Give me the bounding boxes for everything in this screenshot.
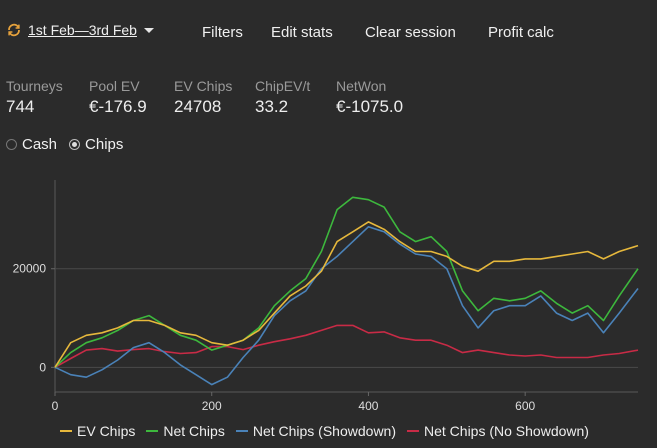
legend-label: Net Chips — [163, 423, 225, 439]
chart-legend: EV Chips Net Chips Net Chips (Showdown) … — [60, 423, 600, 439]
legend-label: EV Chips — [77, 423, 136, 439]
session-selector[interactable]: 1st Feb—3rd Feb — [6, 22, 154, 38]
legend-item[interactable]: EV Chips — [60, 423, 135, 439]
stat-ev-chips: EV Chips 24708 — [174, 78, 232, 118]
radio-circle[interactable] — [6, 139, 17, 150]
stat-value: 33.2 — [255, 97, 289, 116]
x-tick-label: 0 — [52, 399, 59, 413]
series-line — [54, 225, 639, 386]
sync-icon — [8, 23, 20, 37]
legend-swatch — [60, 430, 72, 432]
legend-label: Net Chips (No Showdown) — [424, 423, 589, 439]
series-line — [54, 221, 639, 368]
stat-pool-ev: Pool EV €-176.9 — [89, 78, 147, 118]
chevron-down-icon[interactable] — [143, 27, 154, 33]
stat-value: €-176.9 — [89, 97, 147, 116]
stat-label: NetWon — [336, 78, 387, 94]
edit-stats-button[interactable]: Edit stats — [271, 24, 333, 41]
series-line — [54, 196, 639, 368]
y-tick-label: 0 — [39, 360, 46, 374]
stat-value: 24708 — [174, 97, 222, 116]
legend-swatch — [146, 430, 159, 432]
filters-button[interactable]: Filters — [202, 24, 243, 41]
chip-graph: 0 20000 0 200 400 600 — [13, 180, 639, 413]
radio-label[interactable]: Cash — [22, 136, 58, 153]
clear-session-button[interactable]: Clear session — [365, 24, 456, 41]
radio-cash[interactable]: Cash — [6, 136, 57, 153]
legend-label: Net Chips (Showdown) — [252, 423, 396, 439]
stats-bar: Tourneys 744 Pool EV €-176.9 EV Chips 24… — [6, 78, 657, 118]
radio-chips[interactable]: Chips — [69, 136, 123, 153]
legend-item[interactable]: Net Chips (No Showdown) — [407, 423, 589, 439]
stat-chipev-per-t: ChipEV/t 33.2 — [255, 78, 310, 118]
radio-label[interactable]: Chips — [85, 136, 124, 153]
stat-netwon: NetWon €-1075.0 — [336, 78, 403, 118]
legend-item[interactable]: Net Chips — [146, 423, 225, 439]
session-label[interactable]: 1st Feb—3rd Feb — [28, 22, 137, 38]
x-tick-label: 400 — [358, 399, 378, 413]
toolbar: 1st Feb—3rd Feb Filters Edit stats Clear… — [6, 16, 657, 50]
y-tick-label: 20000 — [13, 262, 47, 276]
radio-circle[interactable] — [69, 139, 81, 150]
legend-swatch — [235, 430, 248, 432]
stat-value: 744 — [6, 97, 35, 116]
stat-label: Tourneys — [6, 78, 63, 94]
x-tick-label: 200 — [202, 399, 222, 413]
stat-label: ChipEV/t — [255, 78, 311, 94]
legend-item[interactable]: Net Chips (Showdown) — [235, 423, 396, 439]
stat-tourneys: Tourneys 744 — [6, 78, 63, 118]
currency-mode-toggle: Cash Chips — [6, 136, 135, 153]
stat-label: EV Chips — [174, 78, 233, 94]
stat-value: €-1075.0 — [336, 97, 404, 116]
legend-swatch — [407, 430, 419, 432]
stat-label: Pool EV — [89, 78, 140, 94]
x-tick-label: 600 — [515, 399, 535, 413]
series-line — [54, 324, 639, 368]
profit-calc-button[interactable]: Profit calc — [488, 24, 554, 41]
